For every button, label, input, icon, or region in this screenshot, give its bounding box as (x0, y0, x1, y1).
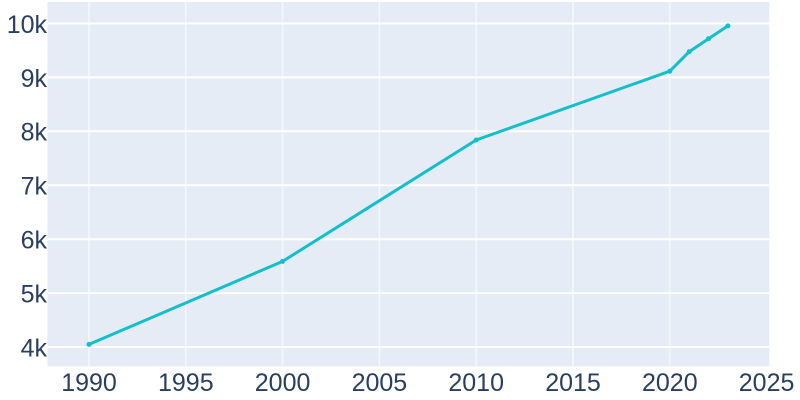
svg-text:2000: 2000 (255, 369, 311, 397)
svg-text:7k: 7k (21, 173, 48, 201)
svg-text:2010: 2010 (448, 369, 504, 397)
svg-text:10k: 10k (7, 11, 48, 39)
svg-text:9k: 9k (21, 65, 48, 93)
svg-text:2005: 2005 (352, 369, 408, 397)
svg-text:4k: 4k (21, 334, 48, 362)
svg-text:1990: 1990 (61, 369, 117, 397)
svg-text:8k: 8k (21, 119, 48, 147)
svg-text:2015: 2015 (545, 369, 601, 397)
svg-text:2025: 2025 (739, 369, 795, 397)
svg-text:1995: 1995 (158, 369, 214, 397)
svg-text:6k: 6k (21, 227, 48, 255)
svg-text:5k: 5k (21, 281, 48, 309)
svg-text:2020: 2020 (642, 369, 698, 397)
